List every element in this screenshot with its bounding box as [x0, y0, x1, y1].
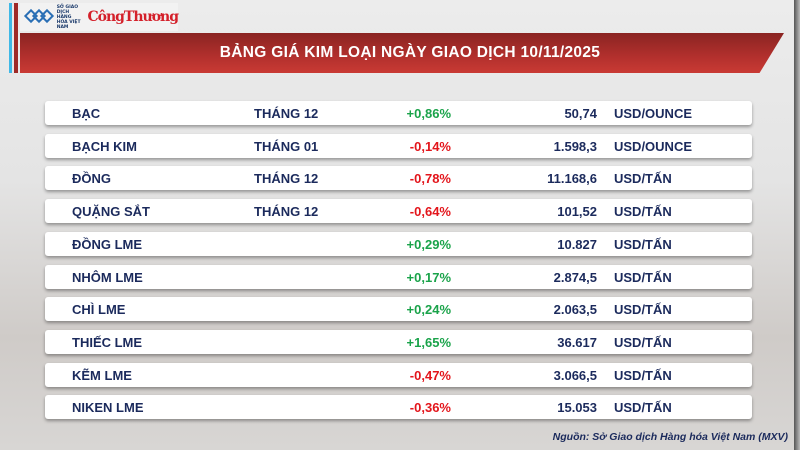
metal-name: NIKEN LME — [72, 400, 144, 416]
price-value: 36.617 — [557, 334, 597, 350]
price-unit: USD/TẤN — [614, 367, 672, 383]
price-unit: USD/TẤN — [614, 400, 672, 416]
metal-name: NHÔM LME — [72, 269, 143, 285]
price-change: +0,24% — [406, 302, 451, 318]
metal-name: ĐỒNG LME — [72, 236, 143, 252]
metal-name: THIẾC LME — [72, 334, 143, 350]
metal-name: QUẶNG SẮT — [72, 204, 150, 220]
table-row: CHÌ LME +0,24% 2.063,5 USD/TẤN — [45, 297, 752, 322]
price-unit: USD/TẤN — [614, 171, 672, 187]
logo: SỞ GIAO DỊCH HÀNG HÓA VIỆT NAM CôngThươn… — [20, 3, 179, 31]
table-row: NHÔM LME +0,17% 2.874,5 USD/TẤN — [45, 264, 752, 289]
price-change: -0,14% — [409, 138, 451, 154]
price-change: -0,64% — [409, 204, 451, 220]
contract-month: THÁNG 12 — [254, 204, 319, 220]
price-value: 2.063,5 — [553, 302, 597, 318]
page-title: BẢNG GIÁ KIM LOẠI NGÀY GIAO DỊCH 10/11/2… — [219, 44, 601, 61]
accent-stripe — [14, 3, 18, 73]
price-unit: USD/TẤN — [614, 302, 672, 318]
price-unit: USD/TẤN — [614, 236, 672, 252]
logo-org-text: SỞ GIAO DỊCH HÀNG HÓA VIỆT NAM — [56, 4, 81, 30]
mxv-logo-icon — [23, 8, 55, 25]
table-row: QUẶNG SẮT THÁNG 12 -0,64% 101,52 USD/TẤN — [45, 199, 752, 224]
table-row: BẠC THÁNG 12 +0,86% 50,74 USD/OUNCE — [45, 101, 752, 125]
table-row: NIKEN LME -0,36% 15.053 USD/TẤN — [45, 395, 752, 420]
contract-month: THÁNG 01 — [254, 138, 319, 154]
accent-stripe — [9, 3, 12, 73]
table-row: ĐỒNG LME +0,29% 10.827 USD/TẤN — [45, 231, 752, 256]
price-change: -0,47% — [409, 367, 451, 383]
right-border — [794, 0, 800, 450]
source-note: Nguồn: Sở Giao dịch Hàng hóa Việt Nam (M… — [552, 431, 788, 443]
price-value: 50,74 — [564, 106, 597, 121]
table-row: ĐỒNG THÁNG 12 -0,78% 11.168,6 USD/TẤN — [45, 166, 752, 191]
metal-name: BẠC — [72, 106, 101, 121]
logo-paper-text: CôngThương — [87, 9, 179, 25]
price-change: +0,17% — [406, 269, 451, 285]
price-value: 10.827 — [557, 236, 597, 252]
price-unit: USD/OUNCE — [614, 106, 693, 121]
price-unit: USD/OUNCE — [614, 138, 693, 154]
price-value: 101,52 — [557, 204, 597, 220]
price-change: -0,36% — [409, 400, 451, 416]
title-banner — [20, 33, 784, 73]
price-change: -0,78% — [409, 171, 451, 187]
table-row: THIẾC LME +1,65% 36.617 USD/TẤN — [45, 329, 752, 354]
price-value: 1.598,3 — [553, 138, 597, 154]
price-unit: USD/TẤN — [614, 204, 672, 220]
price-change: +1,65% — [406, 334, 451, 350]
metal-name: CHÌ LME — [72, 302, 126, 318]
metal-name: BẠCH KIM — [72, 138, 137, 154]
contract-month: THÁNG 12 — [254, 171, 319, 187]
price-unit: USD/TẤN — [614, 269, 672, 285]
price-change: +0,29% — [406, 236, 451, 252]
price-value: 2.874,5 — [553, 269, 597, 285]
price-value: 3.066,5 — [553, 367, 597, 383]
price-value: 15.053 — [557, 400, 597, 416]
table-row: KẼM LME -0,47% 3.066,5 USD/TẤN — [45, 362, 752, 387]
price-value: 11.168,6 — [547, 171, 597, 187]
table-row: BẠCH KIM THÁNG 01 -0,14% 1.598,3 USD/OUNCE — [45, 133, 752, 158]
metal-name: ĐỒNG — [72, 171, 111, 187]
contract-month: THÁNG 12 — [254, 106, 319, 121]
metal-name: KẼM LME — [72, 367, 132, 383]
price-change: +0,86% — [406, 106, 451, 121]
price-unit: USD/TẤN — [614, 334, 672, 350]
